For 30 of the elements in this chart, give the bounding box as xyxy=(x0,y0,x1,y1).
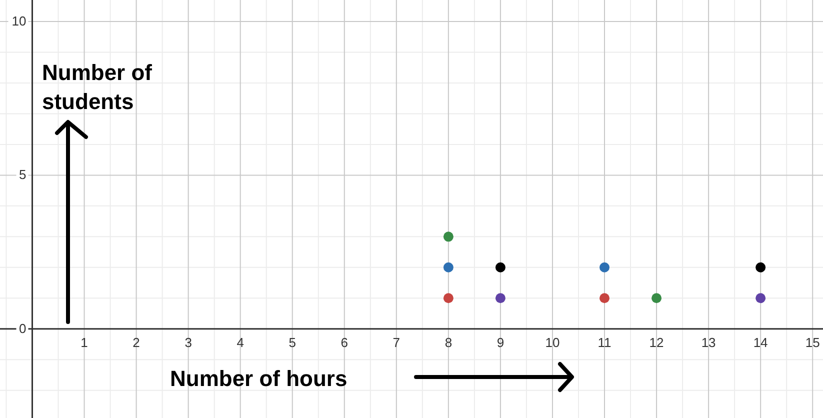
y-tick-label: 5 xyxy=(19,167,26,182)
point xyxy=(443,232,454,242)
x-axis-title: Number of hours xyxy=(170,366,348,391)
point xyxy=(495,262,506,272)
point xyxy=(756,262,766,272)
y-axis-title: Number of students xyxy=(42,60,153,114)
x-tick-label: 7 xyxy=(392,334,400,350)
x-tick-label: 15 xyxy=(805,334,820,350)
point xyxy=(443,293,454,304)
x-tick-label: 2 xyxy=(132,334,140,350)
point xyxy=(652,293,662,304)
x-tick-label: 6 xyxy=(340,334,348,350)
x-tick-label: 14 xyxy=(753,334,768,350)
point xyxy=(600,293,610,304)
x-tick-label: 12 xyxy=(649,334,664,350)
point xyxy=(495,293,506,304)
x-tick-label: 5 xyxy=(288,334,296,350)
x-tick-label: 11 xyxy=(598,334,612,350)
point xyxy=(756,293,766,304)
y-tick-label: 10 xyxy=(12,14,26,29)
x-tick-label: 4 xyxy=(236,334,244,350)
x-tick-label: 10 xyxy=(545,334,560,350)
x-tick-label: 1 xyxy=(80,334,88,350)
point xyxy=(600,262,610,272)
x-tick-label: 3 xyxy=(184,334,192,350)
x-tick-label: 13 xyxy=(701,334,716,350)
x-tick-label: 8 xyxy=(444,334,452,350)
x-tick-label: 9 xyxy=(496,334,504,350)
point xyxy=(443,262,454,272)
y-tick-label: 0 xyxy=(19,320,26,336)
